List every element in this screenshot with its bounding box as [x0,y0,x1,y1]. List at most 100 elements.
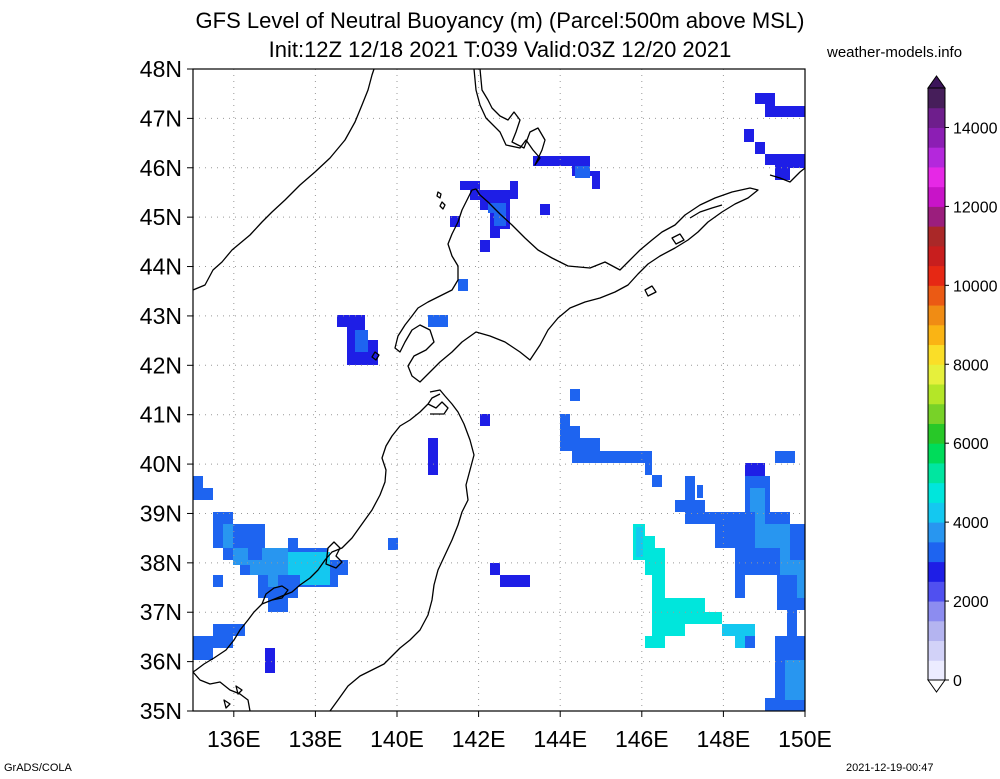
graticule [193,69,805,711]
colorbar-segment [928,245,945,267]
field-region [750,488,805,598]
field-region [213,575,223,587]
field-region [265,648,275,673]
colorbar-segment [928,127,945,148]
field-region [755,142,805,180]
field-region [288,552,330,585]
lat-tick-label: 41N [140,402,182,428]
field-region [722,624,755,648]
chart-title: GFS Level of Neutral Buoyancy (m) (Parce… [195,8,805,33]
colorbar-frame [927,87,946,681]
field-region [500,575,530,587]
colorbar-segment [928,403,945,424]
field-region [675,476,805,636]
colorbar-segment [928,522,945,543]
footer-timestamp: 2021-12-19-00:47 [846,762,934,774]
colorbar-segment [928,620,945,642]
colorbar-segment [928,324,945,346]
field-region [490,563,500,575]
field-region [775,451,795,463]
site-label: weather-models.info [827,44,963,61]
field-region [697,485,703,498]
colorbar-segment [928,186,945,207]
field-region [533,156,600,189]
lon-axis: 136E 138E 140E 142E 144E 146E 148E 150E [207,711,832,752]
colorbar-segment [928,423,945,444]
field-region [193,624,245,660]
lat-tick-label: 43N [140,303,182,329]
colorbar-segment [928,502,945,523]
coastline-noto [261,585,289,605]
lon-tick-label: 150E [778,726,832,752]
field-region [355,330,368,352]
colorbar-segment [928,265,945,286]
colorbar-segment [928,344,945,365]
lat-tick-label: 37N [140,599,182,625]
lon-tick-label: 138E [289,726,343,752]
colorbar: 14000 12000 10000 8000 6000 4000 2000 0 [927,75,998,693]
lon-tick-label: 146E [615,726,669,752]
coastline-island [235,685,243,695]
colorbar-segment [928,640,945,661]
lat-tick-label: 36N [140,649,182,675]
buoyancy-field [193,93,805,711]
lat-tick-label: 39N [140,500,182,526]
field-region [428,438,438,475]
field-region [785,660,805,700]
field-region [460,181,518,252]
colorbar-segment [928,384,945,405]
colorbar-segment [928,285,945,306]
colorbar-segment [928,364,945,385]
coastline-island [439,201,446,210]
colorbar-label: 0 [953,673,962,690]
field-region [755,93,805,117]
lat-tick-label: 48N [140,56,182,82]
field-region [570,389,580,401]
field-region [744,129,754,142]
lat-tick-label: 46N [140,155,182,181]
lat-tick-label: 45N [140,204,182,230]
field-region [652,475,662,487]
lon-tick-label: 140E [370,726,424,752]
coastline-island [436,191,442,199]
colorbar-label: 12000 [953,199,998,216]
colorbar-segment [928,443,945,464]
lat-tick-label: 38N [140,550,182,576]
colorbar-max-arrow [927,75,946,89]
colorbar-segment [928,660,945,681]
lon-tick-label: 136E [207,726,261,752]
coastline-island [371,351,380,361]
colorbar-segment [928,206,945,227]
colorbar-segment [928,107,945,128]
lat-tick-label: 47N [140,105,182,131]
colorbar-segment [928,561,945,582]
field-region [480,414,490,426]
colorbar-label: 6000 [953,436,989,453]
colorbar-segment [928,462,945,484]
coastline-honshu [329,389,475,711]
colorbar-label: 14000 [953,120,998,137]
coastline-kurils [671,233,685,245]
colorbar-segment [928,226,945,247]
field-region [193,476,213,500]
coastline-kurils [689,204,723,219]
lat-tick-label: 40N [140,451,182,477]
colorbar-segment [928,482,945,503]
field-region [223,524,288,587]
lat-tick-label: 42N [140,352,182,378]
colorbar-segment [928,166,945,188]
field-region [388,538,398,550]
lat-tick-label: 35N [140,698,182,724]
field-region [560,414,652,475]
coastline-sakhalin [473,69,546,166]
lat-tick-label: 44N [140,254,182,280]
coastline-sado [325,541,343,569]
coastline-island [223,699,231,709]
coastline-honshu-west [193,403,429,673]
coastline-kurils [769,167,805,183]
coastline [193,69,805,711]
colorbar-segment [928,305,945,326]
colorbar-segment [928,541,945,563]
map-frame [192,68,806,712]
